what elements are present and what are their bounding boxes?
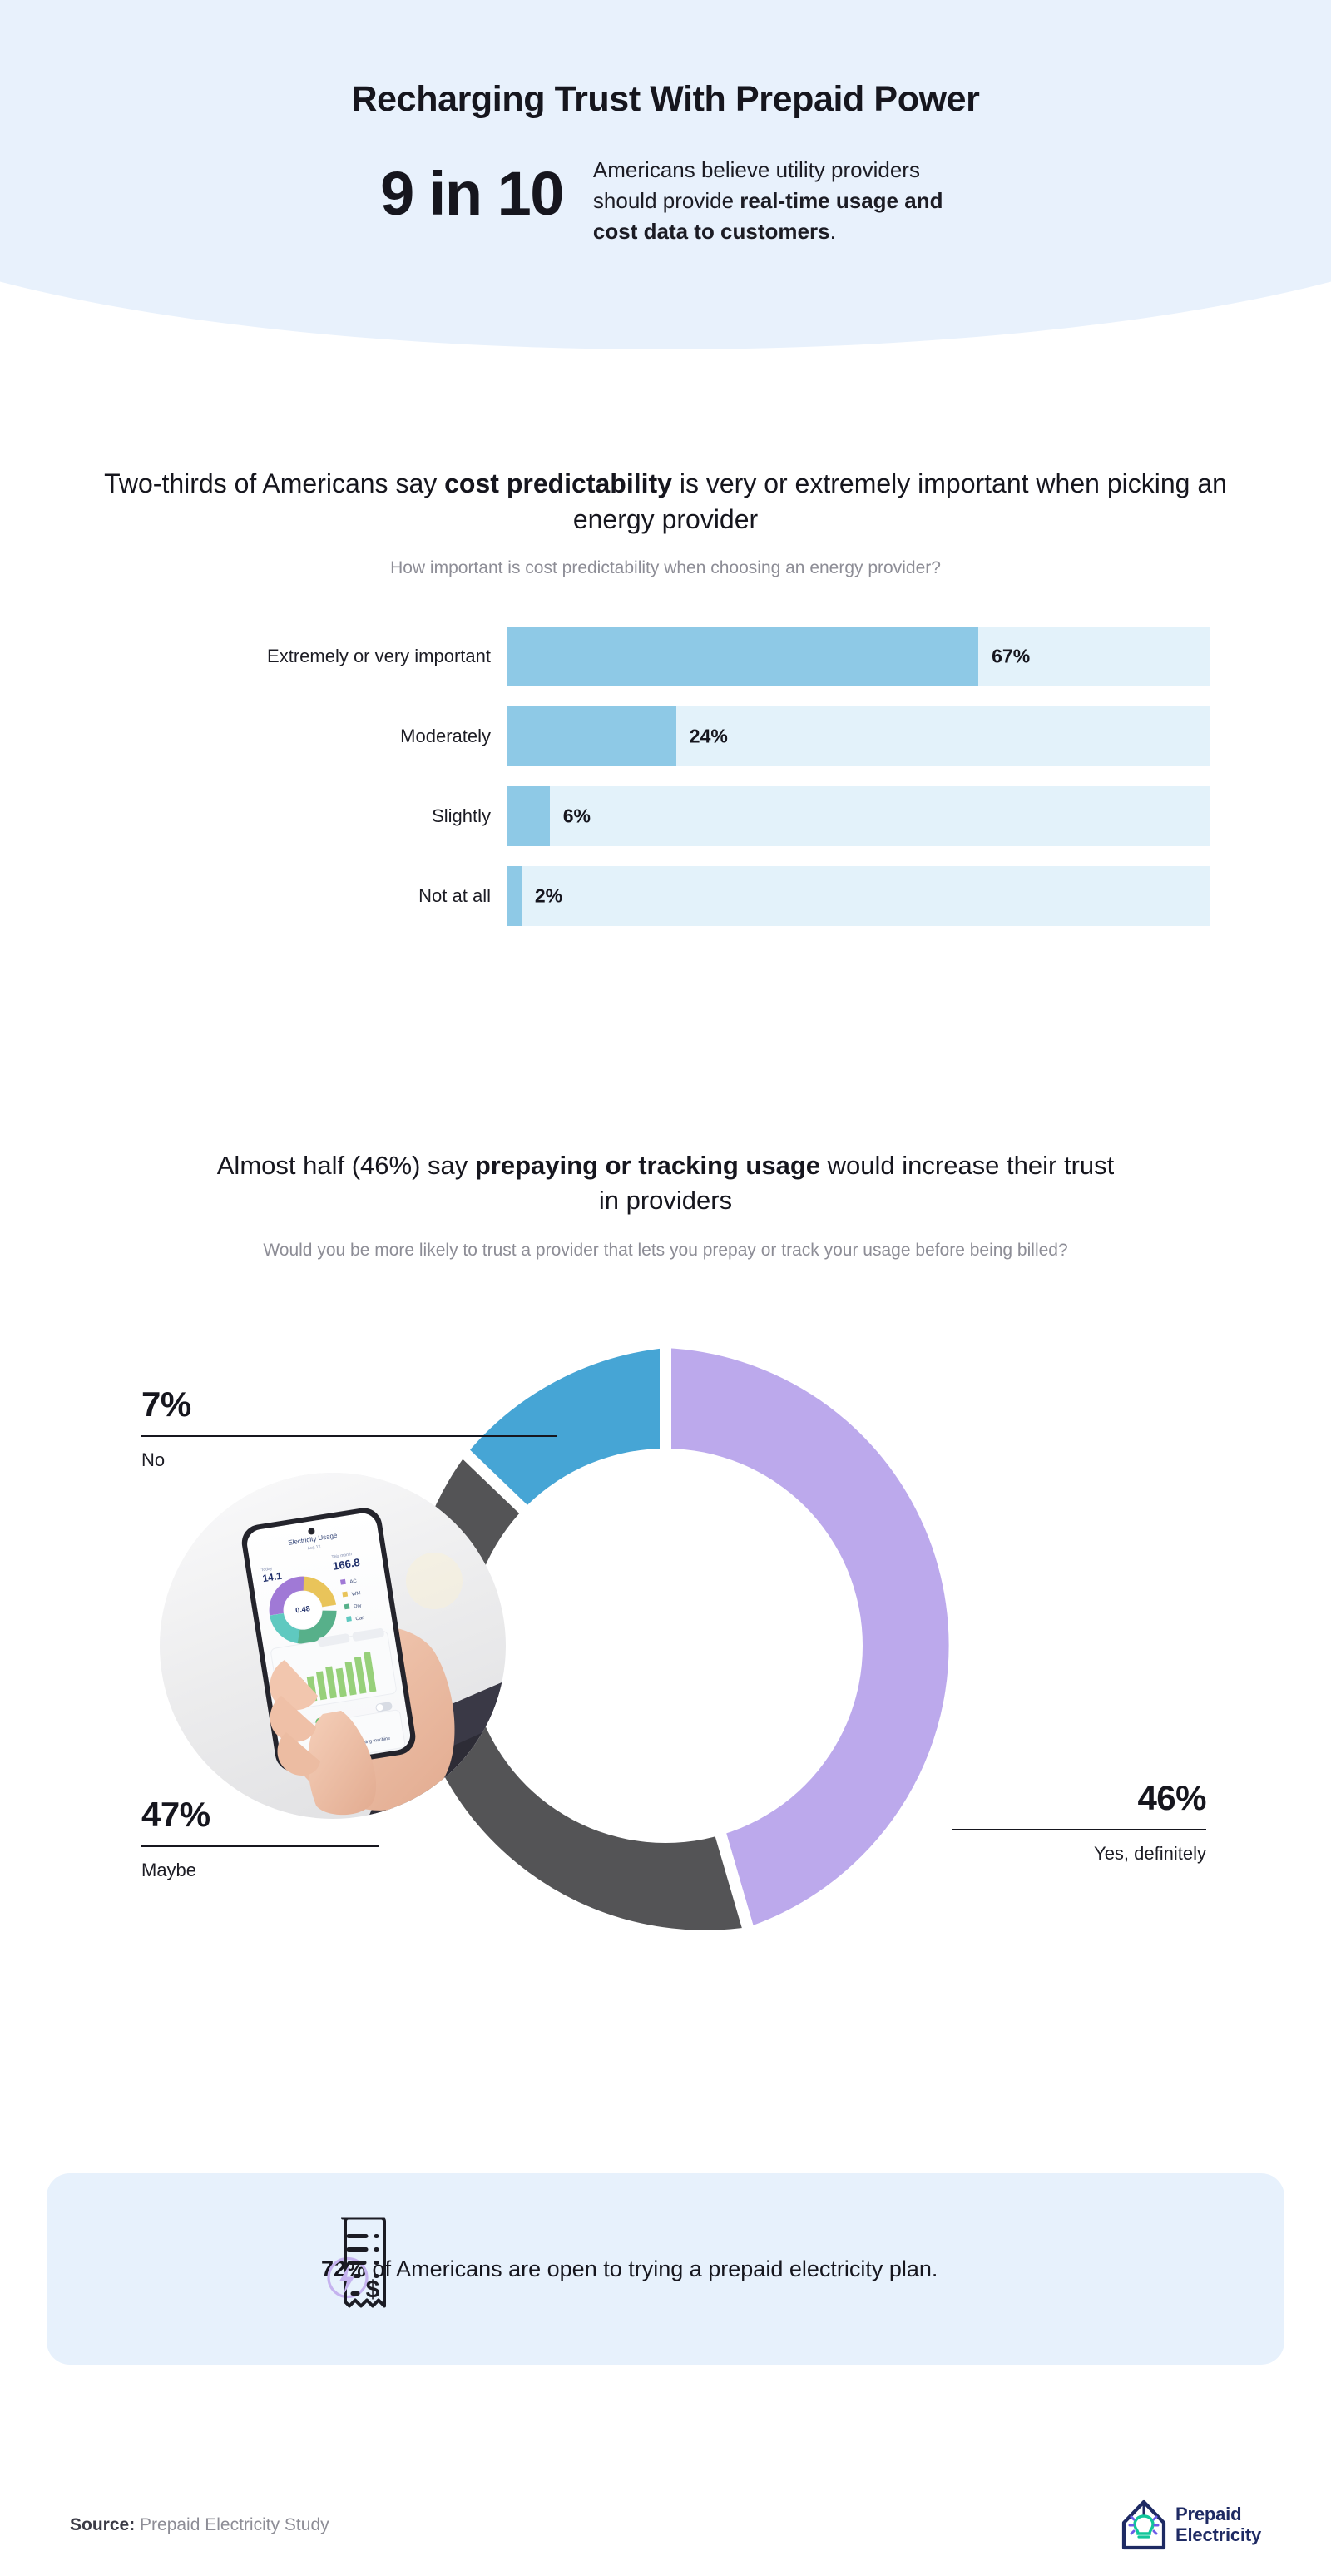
donut-callout-label: Yes, definitely	[1094, 1843, 1206, 1864]
header-stat-description: Americans believe utility providers shou…	[593, 155, 984, 247]
bar-track: 67%	[507, 627, 1210, 687]
bar-heading-post: is very or extremely important when pick…	[572, 468, 1227, 534]
donut-callout-value: 7%	[141, 1385, 191, 1424]
donut-chart-section: Almost half (46%) say prepaying or track…	[0, 1148, 1331, 1979]
svg-text:This month: This month	[331, 1552, 353, 1560]
svg-text:Car: Car	[355, 1616, 364, 1622]
svg-text:0.48: 0.48	[295, 1604, 311, 1615]
bar-heading-pre: Two-thirds of Americans say	[104, 468, 445, 498]
callout-rule	[952, 1829, 1206, 1830]
bar-heading-bold: cost predictability	[444, 468, 672, 498]
donut-callout-label: Maybe	[141, 1860, 197, 1880]
bar-category-label: Not at all	[418, 885, 491, 907]
header-background-shape	[0, 0, 1331, 349]
bar-category-label: Slightly	[432, 805, 491, 827]
bar-track: 24%	[507, 706, 1210, 767]
bar-chart: Extremely or very important 67% Moderate…	[0, 627, 1331, 927]
source-label: Source:	[70, 2515, 136, 2534]
header-big-stat: 9 in 10	[380, 159, 564, 228]
bar-value-label: 6%	[562, 805, 591, 827]
bar-category-label: Extremely or very important	[267, 646, 491, 667]
bar-value-label: 67%	[992, 645, 1031, 667]
footer: Source: Prepaid Electricity Study Prepai…	[0, 2488, 1331, 2563]
bar-track: 6%	[507, 786, 1210, 847]
prepaid-plan-factbox: $ 72% of Americans are open to trying a …	[47, 2173, 1284, 2365]
bar-row: Slightly 6%	[0, 786, 1331, 847]
header-banner: Recharging Trust With Prepaid Power 9 in…	[0, 0, 1331, 383]
donut-section-subheading: Would you be more likely to trust a prov…	[263, 1240, 1068, 1260]
bar-fill	[507, 866, 522, 927]
donut-center-photo: Electricity Usage Aug 12 Today 14.1 This…	[160, 1473, 506, 1820]
bar-fill	[507, 706, 676, 767]
svg-text:Aug 12: Aug 12	[307, 1544, 321, 1551]
donut-heading-bold: prepaying or tracking usage	[474, 1151, 821, 1180]
donut-callout-no: 7% No	[141, 1387, 557, 1473]
bar-row: Moderately 24%	[0, 706, 1331, 767]
svg-text:Dry: Dry	[354, 1603, 362, 1609]
donut-chart: Electricity Usage Aug 12 Today 14.1 This…	[0, 1313, 1331, 1979]
logo-line-1: Prepaid	[1175, 2504, 1242, 2525]
source-line: Source: Prepaid Electricity Study	[70, 2515, 329, 2535]
page-title: Recharging Trust With Prepaid Power	[351, 79, 980, 119]
bar-chart-section: Two-thirds of Americans say cost predict…	[0, 466, 1331, 946]
donut-callout-value: 46%	[1137, 1778, 1206, 1817]
donut-callout-maybe: 47% Maybe	[141, 1797, 379, 1883]
svg-text:AC: AC	[349, 1579, 358, 1585]
bar-value-label: 2%	[534, 884, 563, 907]
bar-fill	[507, 786, 550, 847]
header-stat-text-plain: Americans believe utility providers shou…	[592, 157, 920, 213]
bar-section-heading: Two-thirds of Americans say cost predict…	[0, 466, 1331, 537]
donut-callout-value: 47%	[141, 1795, 210, 1834]
header-stat-text-bold: real-time usage and cost data to custome…	[592, 187, 943, 244]
bar-row: Extremely or very important 67%	[0, 627, 1331, 687]
donut-callout-label: No	[141, 1449, 166, 1470]
bar-row: Not at all 2%	[0, 866, 1331, 927]
bar-value-label: 24%	[689, 725, 728, 747]
factbox-copy: of Americans are open to trying a prepai…	[366, 2256, 938, 2281]
house-lightbulb-icon	[1121, 2499, 1166, 2550]
donut-heading-post: would increase their trust in providers	[598, 1151, 1115, 1215]
logo-line-2: Electricity	[1175, 2524, 1261, 2545]
factbox-text: 72% of Americans are open to trying a pr…	[321, 2252, 938, 2286]
svg-text:14.1: 14.1	[261, 1570, 283, 1585]
bar-section-subheading: How important is cost predictability whe…	[390, 558, 941, 578]
donut-heading-pre: Almost half (46%) say	[216, 1151, 475, 1180]
svg-text:Today: Today	[261, 1566, 274, 1573]
brand-logo[interactable]: Prepaid Electricity	[1121, 2499, 1261, 2551]
header-stat-row: 9 in 10 Americans believe utility provid…	[0, 155, 1331, 247]
header-stat-text-end: .	[829, 218, 836, 244]
donut-hole	[468, 1449, 863, 1844]
callout-rule	[141, 1845, 379, 1847]
svg-text:$: $	[366, 2276, 380, 2304]
callout-rule	[141, 1435, 557, 1437]
receipt-lightning-dollar-icon: $	[326, 2216, 398, 2321]
svg-text:166.8: 166.8	[332, 1556, 360, 1573]
bar-track: 2%	[507, 866, 1210, 927]
donut-section-heading: Almost half (46%) say prepaying or track…	[0, 1148, 1331, 1218]
bar-category-label: Moderately	[400, 726, 491, 747]
svg-text:WM: WM	[351, 1591, 360, 1598]
brand-logo-text: Prepaid Electricity	[1175, 2504, 1261, 2545]
donut-callout-yes: 46% Yes, definitely	[952, 1778, 1207, 1866]
source-value: Prepaid Electricity Study	[135, 2515, 329, 2534]
bar-fill	[507, 627, 979, 687]
